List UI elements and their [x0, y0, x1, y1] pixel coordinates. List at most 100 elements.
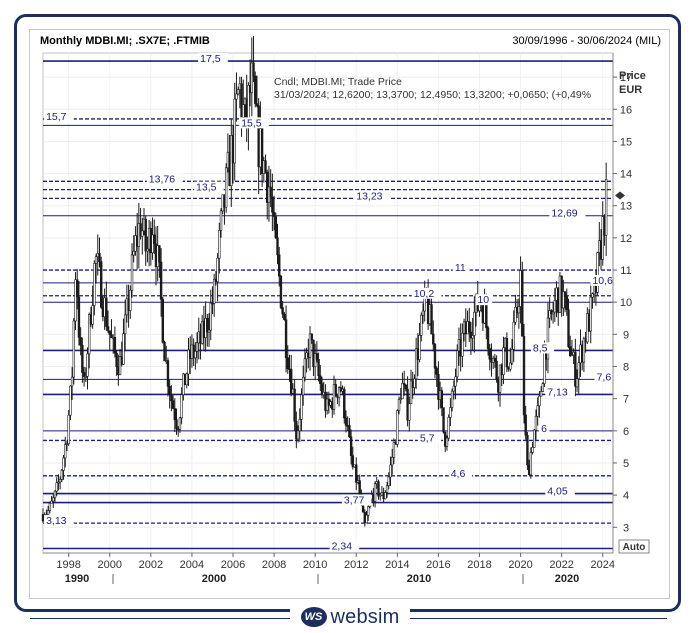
candle-body [392, 442, 396, 458]
candle-body [409, 380, 413, 404]
candle-body [536, 405, 539, 417]
candle-body [577, 362, 580, 380]
level-label: 13,5 [196, 182, 217, 194]
candle-body [70, 376, 74, 387]
candle-body [209, 302, 212, 331]
candle-body [195, 342, 199, 352]
candle-body [218, 230, 221, 259]
level-label-bg [545, 485, 575, 497]
candle-body [502, 347, 505, 375]
candle-body [129, 289, 132, 311]
candle-body [58, 479, 62, 483]
candle-body [408, 403, 411, 421]
candle-body [384, 492, 387, 500]
x-tick-label: 2002 [139, 559, 163, 571]
candle-body [447, 417, 450, 439]
candle-body [449, 407, 452, 418]
candle-body [373, 483, 377, 502]
y-tick-label: 17 [620, 72, 632, 84]
candle-body [98, 253, 101, 263]
level-label: 3,13 [46, 515, 67, 527]
candle-body [110, 334, 113, 339]
candle-body [440, 390, 444, 408]
candle-body [445, 437, 449, 447]
candle-body [260, 128, 264, 174]
candle-body [72, 320, 76, 378]
candle-body [319, 375, 322, 384]
candle-body [534, 415, 538, 431]
candle-body [420, 314, 423, 336]
candle-body [541, 383, 545, 392]
candle-body [575, 378, 579, 388]
candle-body [178, 417, 182, 430]
y-tick-label: 15 [620, 136, 632, 148]
y-tick-label: 13 [620, 201, 632, 213]
y-tick-label: 9 [623, 329, 629, 341]
candle-body [343, 388, 346, 419]
axes: 3 4 5 6 7 8 9 10 11 12 13 14 15 16 17 1998 2000 2002 2004 2… [43, 53, 632, 585]
candle-body [180, 394, 183, 419]
candle-body [115, 352, 118, 368]
candle-body [344, 417, 348, 426]
candle-body [86, 353, 89, 377]
candle-body [163, 341, 166, 362]
candle-body [526, 434, 529, 466]
auto-scale-button[interactable]: Auto [618, 539, 650, 554]
x-tick-label: 2006 [221, 559, 245, 571]
level-label-bg [329, 540, 360, 552]
candle-body [308, 333, 312, 358]
candle-body [283, 313, 286, 320]
level-label-bg [146, 173, 183, 185]
x-major-tick-label: 1990 [65, 573, 89, 585]
candle-body [65, 443, 69, 445]
candle-body [317, 359, 320, 377]
candle-body [161, 299, 165, 343]
plot-area [42, 52, 614, 554]
candle-body [139, 223, 142, 237]
candle-body [99, 261, 103, 308]
candle-body [211, 302, 214, 305]
candle-body [212, 278, 216, 304]
candle-body [173, 408, 177, 421]
candle-body [473, 311, 476, 336]
candle-body [46, 510, 50, 515]
candle-body [269, 186, 272, 198]
level-label: 2,34 [332, 540, 353, 552]
candle-body [252, 62, 255, 77]
candle-body [82, 372, 86, 377]
candle-body [67, 414, 70, 444]
candle-body [194, 351, 197, 359]
info-line-1: Cndl; MDBI.MI; Trade Price [274, 76, 402, 88]
level-label-bg [44, 110, 74, 122]
y-axis-label-currency: EUR [619, 84, 642, 96]
level-label-bg [44, 515, 74, 527]
candle-body [563, 291, 567, 297]
candle-body [358, 480, 361, 495]
candle-body [74, 279, 77, 322]
y-tick-label: 14 [620, 169, 632, 181]
candles [41, 36, 625, 527]
candle-body [130, 254, 134, 291]
auto-label: Auto [623, 542, 646, 553]
candle-body [337, 387, 341, 398]
candle-body [332, 384, 336, 410]
candle-body [509, 362, 512, 370]
candle-body [113, 337, 117, 354]
candle-body [574, 351, 577, 388]
candle-body [591, 293, 594, 298]
candle-body [187, 349, 190, 375]
candle-body [48, 502, 52, 511]
candle-body [450, 390, 454, 408]
candle-body [505, 337, 509, 368]
level-label: 7,6 [597, 371, 612, 383]
level-label: 13,76 [149, 173, 175, 185]
candle-body [170, 394, 173, 402]
x-tick-label: 2000 [98, 559, 122, 571]
level-label: 15,7 [46, 111, 67, 123]
level-label-bg [539, 422, 550, 434]
candle-body [53, 490, 57, 499]
candle-body [601, 216, 604, 260]
candle-body [236, 89, 240, 95]
level-label: 10,2 [414, 288, 435, 300]
